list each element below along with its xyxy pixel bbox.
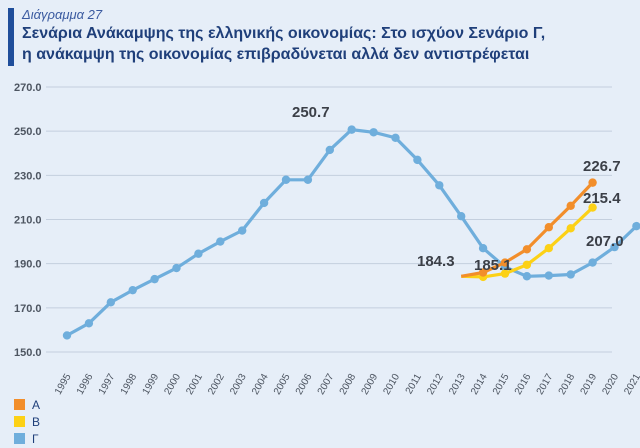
y-tick-label: 210.0 [14, 215, 42, 227]
data-point [325, 145, 334, 155]
data-point [84, 319, 94, 328]
data-point [588, 203, 597, 212]
x-tick-label: 2012 [425, 372, 446, 397]
data-point [566, 201, 575, 211]
data-point [238, 226, 247, 235]
data-point [369, 128, 378, 137]
x-tick-label: 2004 [250, 372, 271, 397]
x-tick-label: 2016 [513, 372, 534, 397]
x-tick-label: 2018 [557, 372, 578, 397]
x-tick-label: 2017 [535, 372, 556, 397]
data-point [478, 268, 488, 277]
data-point [259, 198, 269, 208]
y-tick-label: 250.0 [14, 126, 42, 138]
data-point [194, 249, 203, 258]
chart-header: Διάγραμμα 27 Σενάρια Ανάκαμψης της ελλην… [22, 7, 632, 65]
data-label: 207.0 [586, 233, 624, 250]
x-tick-label: 2006 [294, 372, 315, 397]
y-tick-label: 170.0 [14, 303, 42, 315]
legend-label-c: Γ [32, 431, 39, 446]
data-label: 226.7 [583, 158, 621, 175]
data-point [588, 178, 597, 187]
data-point [62, 331, 72, 340]
x-tick-label: 2001 [184, 372, 205, 397]
x-tick-label: 2013 [447, 372, 468, 397]
data-point [566, 224, 575, 233]
data-point [303, 175, 313, 184]
legend-item-a: Α [14, 396, 40, 413]
x-tick-label: 1999 [141, 372, 162, 397]
data-point [544, 244, 553, 253]
legend: Α Β Γ [14, 396, 40, 447]
data-point [128, 285, 137, 295]
x-tick-label: 2005 [272, 372, 293, 397]
data-point [216, 237, 225, 246]
legend-item-c: Γ [14, 430, 40, 447]
data-point [500, 258, 510, 267]
data-point [544, 271, 553, 280]
data-point [413, 155, 422, 165]
data-point [500, 269, 510, 278]
x-tick-label: 2021 [622, 372, 640, 397]
data-label: 185.1 [474, 257, 512, 274]
data-point [457, 211, 466, 221]
x-tick-label: 2000 [162, 372, 183, 397]
legend-swatch-c [14, 433, 25, 444]
data-label: 215.4 [583, 190, 621, 207]
figure-number: Διάγραμμα 27 [22, 7, 103, 22]
x-tick-label: 2008 [338, 372, 359, 397]
data-point [172, 263, 181, 273]
chart-title-line-2: η ανάκαμψη της οικονομίας επιβραδύνεται … [22, 46, 530, 63]
x-tick-label: 2009 [360, 372, 381, 397]
y-tick-label: 190.0 [14, 259, 42, 271]
legend-swatch-b [14, 416, 25, 427]
legend-swatch-a [14, 399, 25, 410]
legend-item-b: Β [14, 413, 40, 430]
data-point [347, 125, 356, 134]
data-point [106, 298, 116, 307]
y-tick-label: 270.0 [14, 82, 42, 94]
data-label: 250.7 [292, 104, 330, 121]
data-point [478, 244, 488, 253]
x-tick-label: 1998 [119, 372, 140, 397]
x-tick-label: 1995 [53, 372, 74, 397]
data-point [632, 221, 640, 231]
data-point [610, 242, 619, 252]
data-point [391, 133, 400, 142]
data-label: 184.3 [417, 253, 455, 270]
series-line-2 [66, 128, 638, 337]
data-point [281, 175, 291, 184]
data-point [522, 260, 532, 269]
data-point [522, 272, 532, 281]
x-tick-label: 2015 [491, 372, 512, 397]
x-tick-label: 1996 [75, 372, 96, 397]
data-point [588, 258, 597, 267]
data-point [544, 223, 553, 232]
x-tick-label: 2003 [228, 372, 249, 397]
legend-label-b: Β [32, 414, 41, 429]
x-tick-label: 2020 [600, 372, 621, 397]
x-tick-label: 2002 [206, 372, 227, 397]
x-tick-label: 2010 [381, 372, 402, 397]
data-point [566, 270, 575, 279]
chart-title-line-1: Σενάρια Ανάκαμψης της ελληνικής οικονομί… [22, 25, 546, 42]
x-tick-label: 2011 [404, 372, 424, 397]
data-point [522, 245, 532, 254]
y-tick-label: 230.0 [14, 170, 42, 182]
x-tick-label: 2014 [469, 372, 490, 397]
y-tick-label: 150.0 [14, 347, 42, 359]
title-accent-bar [8, 8, 14, 66]
x-tick-label: 2007 [316, 372, 337, 397]
data-point [435, 181, 444, 190]
x-tick-label: 1997 [97, 372, 118, 397]
legend-label-a: Α [32, 397, 41, 412]
x-tick-label: 2019 [579, 372, 600, 397]
data-point [150, 274, 159, 284]
